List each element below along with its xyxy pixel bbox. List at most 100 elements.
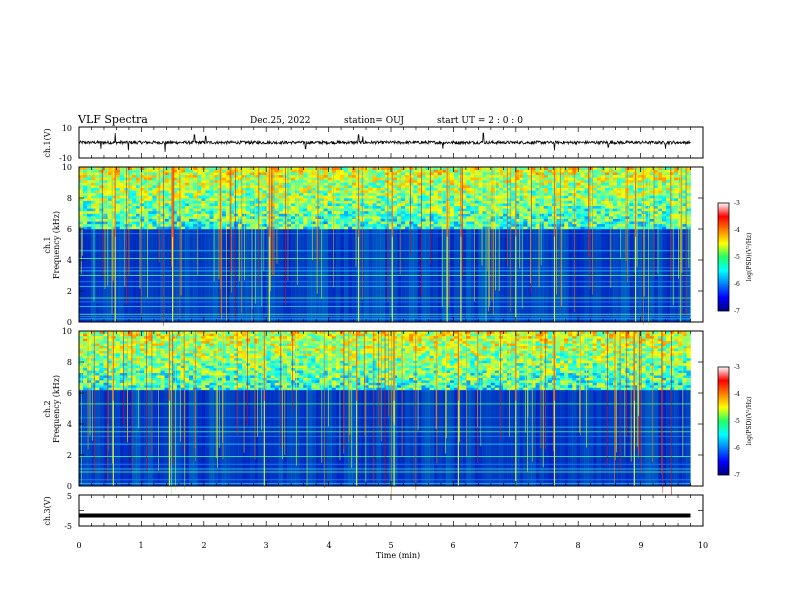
spectrogram-cell xyxy=(392,205,398,209)
spectrogram-cell xyxy=(197,340,202,344)
spectrogram-cell xyxy=(164,195,169,199)
spectrogram-cell xyxy=(449,185,455,188)
spectrogram-cell xyxy=(343,179,349,183)
spectrogram-cell xyxy=(140,185,145,188)
spectrogram-cell xyxy=(229,200,235,204)
spectrogram-cell xyxy=(111,192,116,196)
ch1-channel-label: ch.1 xyxy=(43,236,52,253)
spectrogram-cell xyxy=(498,221,504,225)
spectrogram-cell xyxy=(205,195,210,199)
spectrogram-cell xyxy=(348,190,353,194)
spectrogram-cell xyxy=(331,221,337,225)
spectrogram-cell xyxy=(209,343,214,347)
spectrogram-cell xyxy=(164,187,169,191)
spectrogram-cell xyxy=(140,382,145,386)
spectrogram-cell xyxy=(674,213,679,217)
spectrogram-cell xyxy=(99,335,104,339)
spectrogram-cell xyxy=(299,179,304,183)
spectrogram-cell xyxy=(103,384,108,388)
spectrogram-cell xyxy=(168,210,174,214)
spectrogram-cell xyxy=(348,172,353,176)
spectrogram-cell xyxy=(527,208,532,212)
spectrogram-cell xyxy=(107,362,112,366)
spectrogram-cell xyxy=(278,185,284,188)
spectrogram-cell xyxy=(107,350,112,354)
spectrogram-cell xyxy=(282,167,288,170)
spectrogram-cell xyxy=(502,221,508,225)
spectrogram-cell xyxy=(136,174,141,178)
spectrogram-cell xyxy=(229,223,235,227)
spectrogram-cell xyxy=(172,190,178,194)
spectrogram-cell xyxy=(123,340,129,344)
spectrogram-cell xyxy=(123,358,129,361)
spectrogram-cell xyxy=(99,387,104,391)
spectrogram-cell xyxy=(132,360,137,364)
spectrogram-cell xyxy=(185,340,190,344)
spectrogram-cell xyxy=(185,174,190,178)
spectrogram-cell xyxy=(205,365,210,369)
spectrogram-cell xyxy=(303,195,308,199)
spectrogram-cell xyxy=(164,331,169,334)
spectrogram-cell xyxy=(250,172,255,176)
spectrogram-cell xyxy=(217,198,222,201)
spectrogram-cell xyxy=(193,223,198,227)
spectrogram-cell xyxy=(233,198,239,201)
spectrogram-cell xyxy=(140,192,145,196)
spectrogram-cell xyxy=(107,213,112,217)
spectrogram-cell xyxy=(176,367,182,371)
spectrogram-cell xyxy=(95,348,100,351)
spectrogram-cell xyxy=(262,177,267,181)
spectrogram-cell xyxy=(588,192,593,196)
spectrogram-cell xyxy=(250,169,255,173)
spectrogram-cell xyxy=(189,365,194,369)
spectrogram-cell xyxy=(433,218,439,222)
spectrogram-cell xyxy=(233,213,239,217)
spectrogram-cell xyxy=(470,208,475,212)
spectrogram-cell xyxy=(229,205,235,209)
spectrogram-cell xyxy=(180,389,186,486)
spectrogram-cell xyxy=(547,167,553,170)
spectrogram-cell xyxy=(388,179,394,183)
spectrogram-cell xyxy=(132,203,137,207)
spectrogram-cell xyxy=(123,195,129,199)
spectrogram-cell xyxy=(107,340,112,344)
spectrogram-cell xyxy=(486,198,492,201)
spectrogram-cell xyxy=(168,389,174,486)
spectrogram-cell xyxy=(160,348,165,351)
spectrogram-cell xyxy=(119,203,125,207)
spectrogram-cell xyxy=(225,169,231,173)
spectrogram-cell xyxy=(119,380,125,383)
spectrogram-cell xyxy=(335,223,341,227)
spectrogram-cell xyxy=(641,179,646,183)
spectrogram-cell xyxy=(140,223,145,227)
spectrogram-cell xyxy=(445,198,451,201)
spectrogram-cell xyxy=(657,208,663,212)
spectrogram-cell xyxy=(160,382,165,386)
spectrogram-cell xyxy=(392,195,398,199)
spectrogram-cell xyxy=(674,182,679,186)
spectrogram-cell xyxy=(682,218,687,222)
spectrogram-cell xyxy=(445,177,451,181)
spectrogram-cell xyxy=(368,203,373,207)
spectrogram-cell xyxy=(148,177,153,181)
spectrogram-cell xyxy=(498,169,504,173)
spectrogram-cell xyxy=(168,174,174,178)
spectrogram-cell xyxy=(413,203,418,207)
spectrogram-cell xyxy=(490,213,496,217)
spectrogram-cell xyxy=(164,167,169,170)
spectrogram-cell xyxy=(107,377,112,381)
spectrogram-cell xyxy=(246,177,251,181)
spectrogram-cell xyxy=(258,192,263,196)
spectrogram-cell xyxy=(596,226,602,230)
spectrogram-cell xyxy=(164,218,169,222)
spectrogram-cell xyxy=(486,195,492,199)
spectrogram-cell xyxy=(238,208,243,212)
spectrogram-cell xyxy=(392,198,398,201)
spectrogram-cell xyxy=(486,172,492,176)
spectrogram-cell xyxy=(445,213,451,217)
spectrogram-cell xyxy=(172,387,178,391)
spectrogram-cell xyxy=(507,218,512,222)
spectrogram-cell xyxy=(152,177,157,181)
spectrogram-cell xyxy=(478,218,483,222)
spectrogram-cell xyxy=(466,177,471,181)
